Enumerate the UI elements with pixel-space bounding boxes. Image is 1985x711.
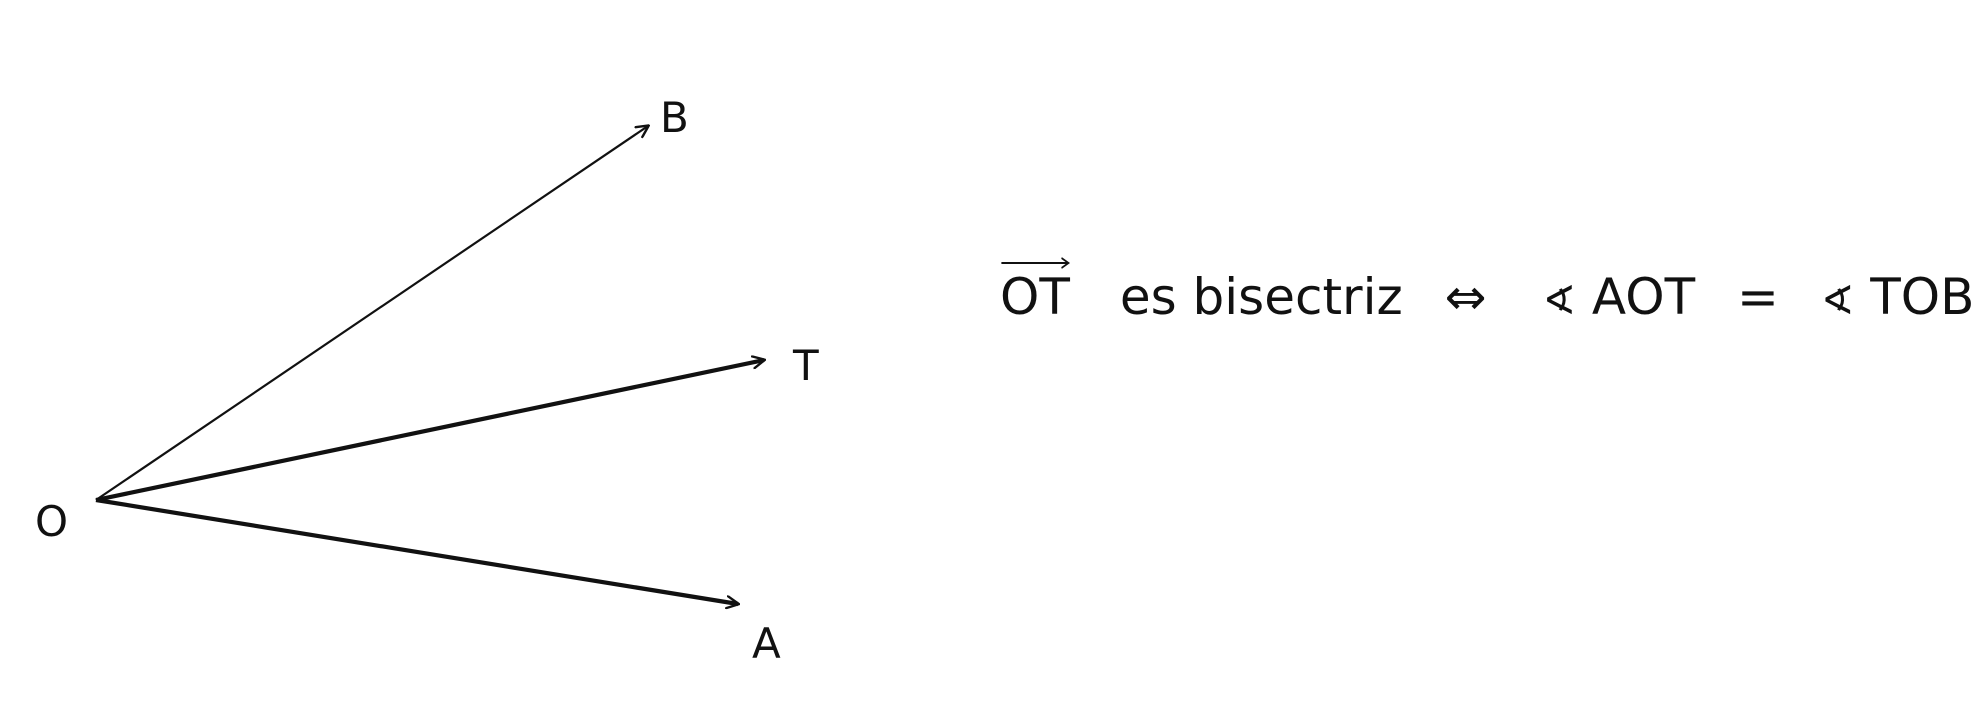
ray-ob [95, 126, 648, 501]
label-t: T [792, 341, 819, 390]
ray-ot [95, 360, 764, 503]
ray-arrow-icon [1001, 257, 1070, 269]
iff-icon: ⇔ [1444, 268, 1487, 326]
ray-name-text: OT [1000, 268, 1070, 326]
equals-sign: = [1737, 268, 1779, 326]
bisector-definition: OT es bisectriz ⇔ ∢ AOT = ∢ TOB [1000, 257, 1975, 332]
ray-ot-notation: OT [1000, 257, 1070, 332]
bisector-text: es bisectriz [1119, 268, 1403, 326]
label-b: B [660, 93, 689, 142]
ray-oa [95, 497, 738, 604]
angle-icon: ∢ [1542, 278, 1576, 324]
angle-icon: ∢ [1820, 278, 1855, 324]
right-angle-name: TOB [1870, 268, 1975, 326]
label-o: O [35, 497, 68, 546]
left-angle-name: AOT [1591, 268, 1696, 326]
label-a: A [752, 619, 781, 668]
